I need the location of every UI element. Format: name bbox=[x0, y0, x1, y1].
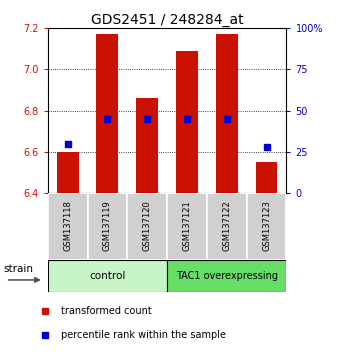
Bar bbox=[176, 51, 198, 193]
Text: GSM137123: GSM137123 bbox=[262, 200, 271, 251]
Text: GSM137121: GSM137121 bbox=[182, 200, 192, 251]
Text: transformed count: transformed count bbox=[61, 306, 151, 316]
Bar bbox=[127, 193, 167, 260]
Text: percentile rank within the sample: percentile rank within the sample bbox=[61, 330, 226, 340]
Text: strain: strain bbox=[4, 264, 34, 274]
Bar bbox=[167, 260, 286, 292]
Bar bbox=[57, 152, 78, 193]
Text: GSM137120: GSM137120 bbox=[143, 200, 152, 251]
Bar bbox=[207, 193, 247, 260]
Title: GDS2451 / 248284_at: GDS2451 / 248284_at bbox=[91, 13, 243, 27]
Text: GSM137119: GSM137119 bbox=[103, 200, 112, 251]
Bar bbox=[216, 34, 238, 193]
Bar bbox=[247, 193, 286, 260]
Bar bbox=[48, 260, 167, 292]
Bar bbox=[256, 162, 278, 193]
Text: TAC1 overexpressing: TAC1 overexpressing bbox=[176, 271, 278, 281]
Text: GSM137118: GSM137118 bbox=[63, 200, 72, 251]
Bar bbox=[97, 34, 118, 193]
Text: GSM137122: GSM137122 bbox=[222, 200, 231, 251]
Bar bbox=[48, 193, 88, 260]
Bar bbox=[136, 98, 158, 193]
Bar bbox=[88, 193, 127, 260]
Bar bbox=[167, 193, 207, 260]
Text: control: control bbox=[89, 271, 125, 281]
